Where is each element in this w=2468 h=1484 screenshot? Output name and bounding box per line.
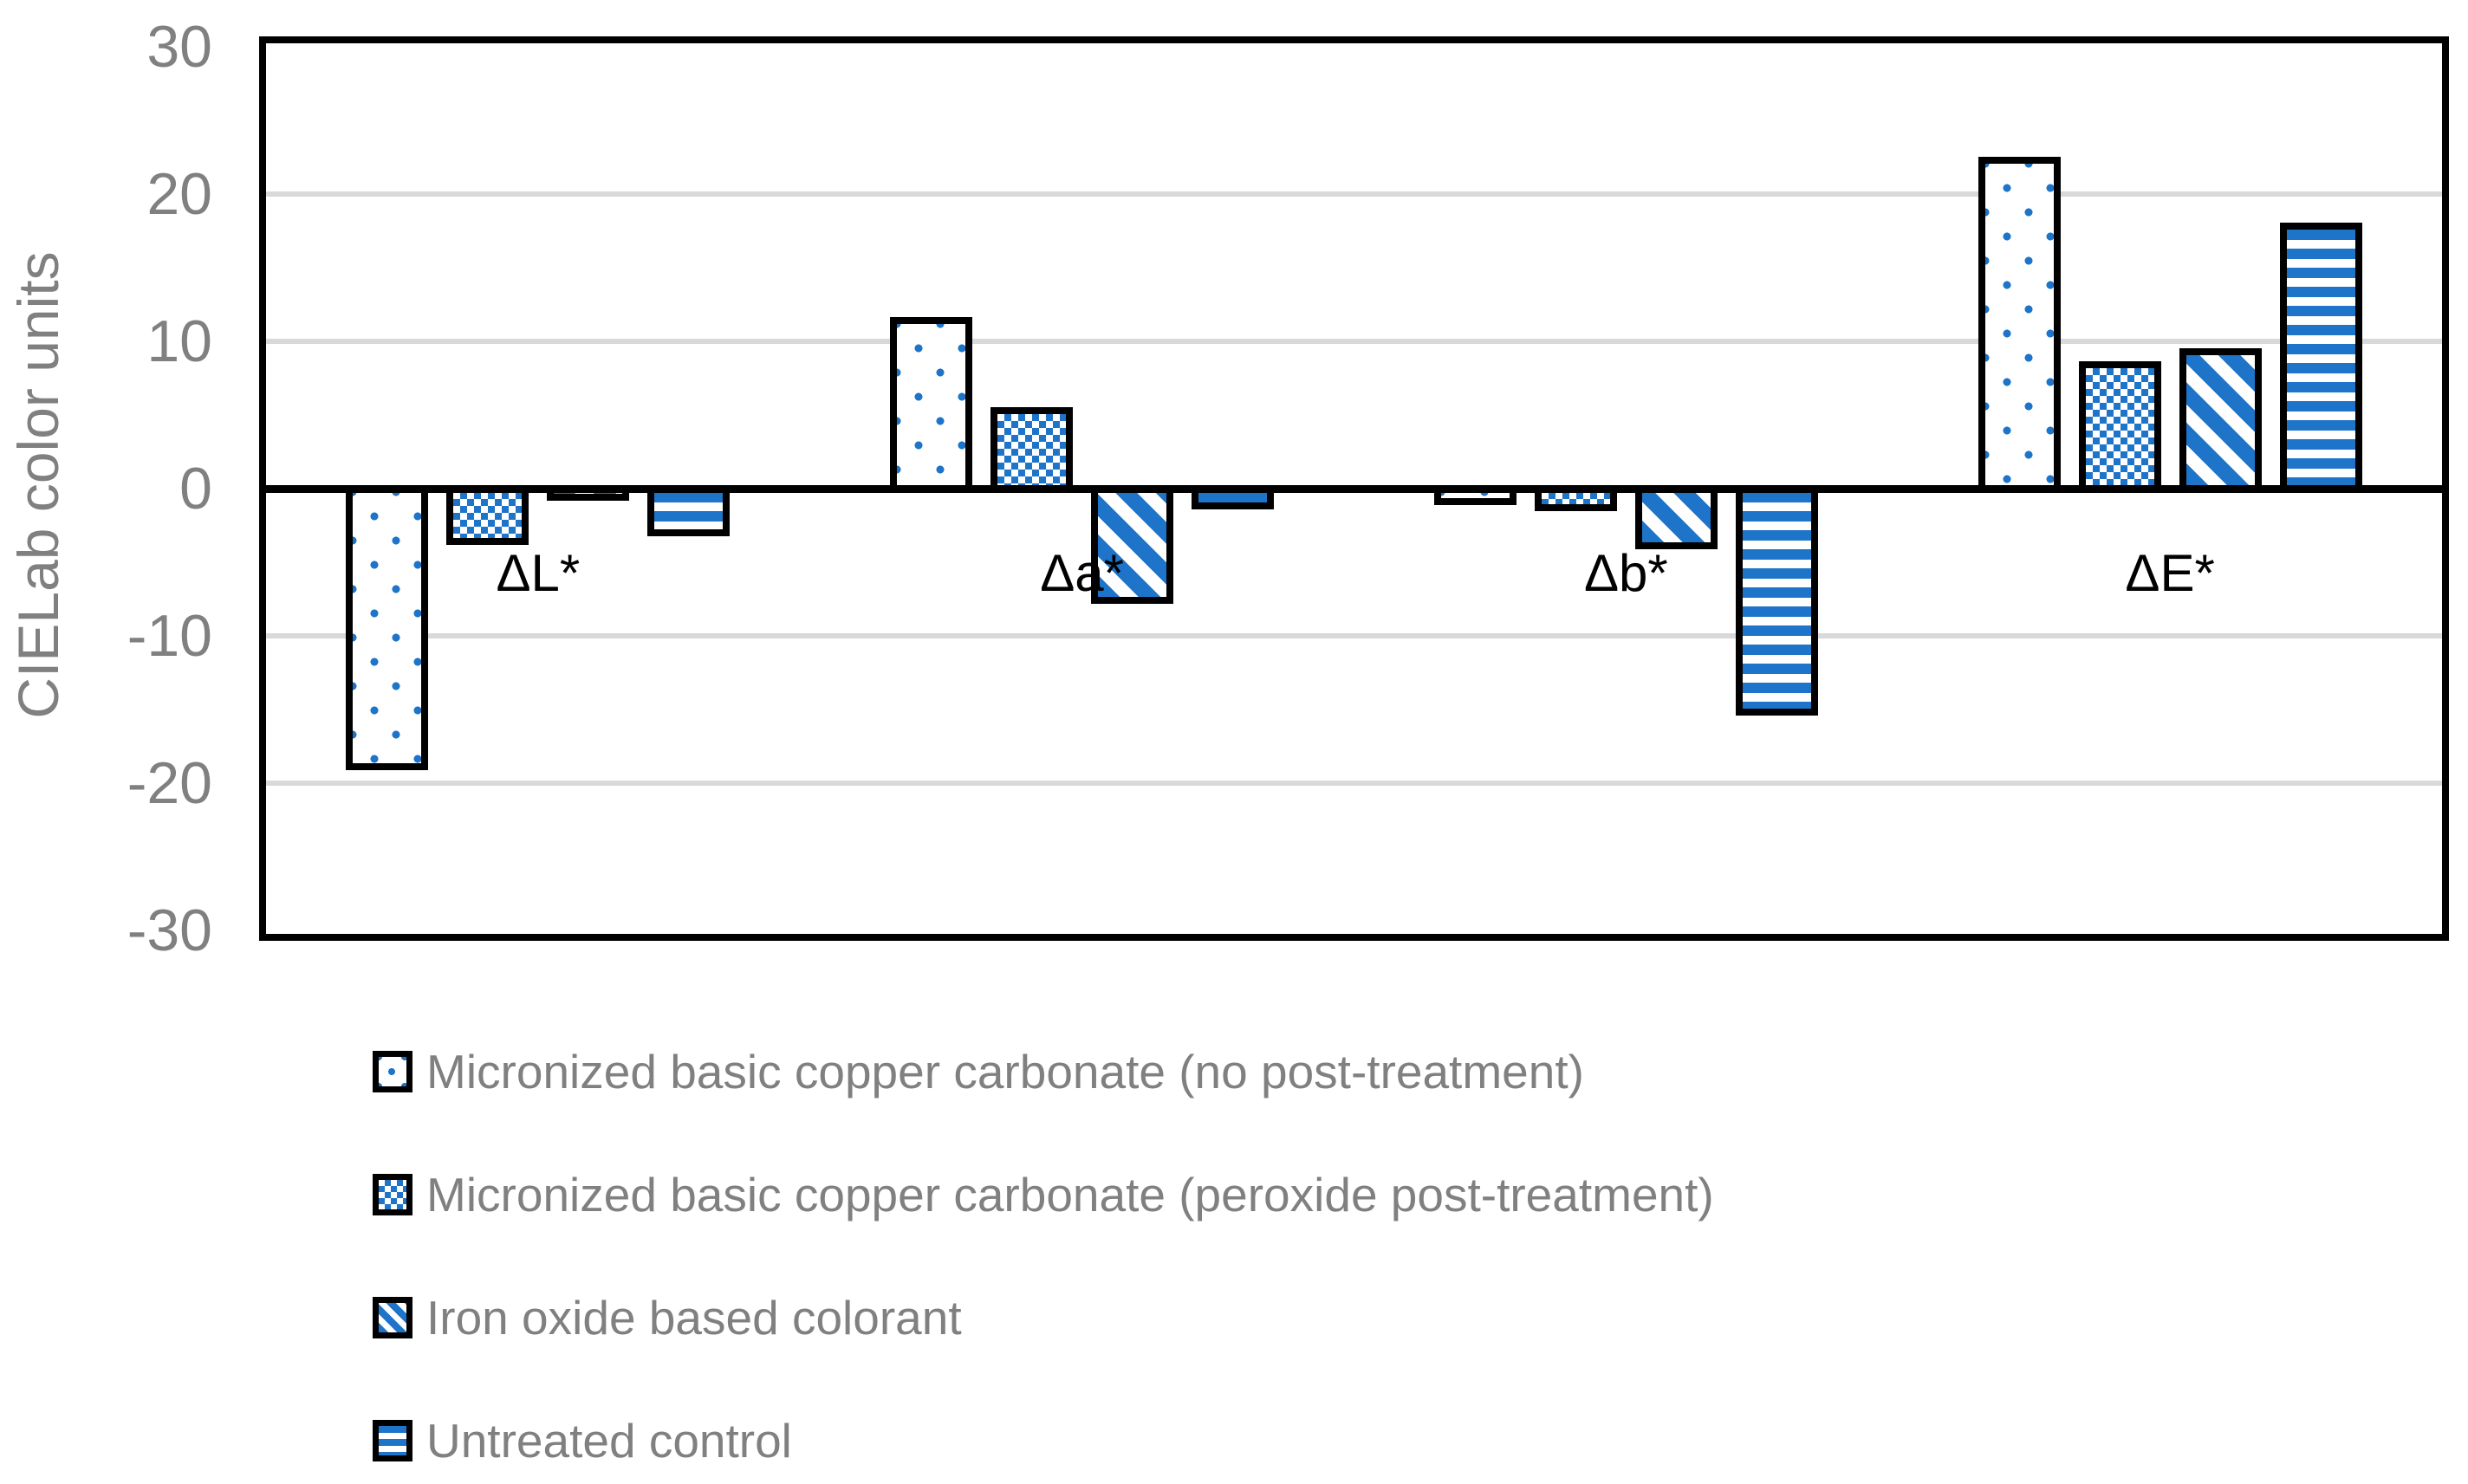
legend-item: Micronized basic copper carbonate (no po…: [373, 1030, 1584, 1113]
legend-item: Iron oxide based colorant: [373, 1276, 962, 1359]
bar-hstripe-Δb*: [1735, 485, 1818, 716]
zero-axis-line: [266, 485, 2442, 493]
legend-item: Micronized basic copper carbonate (perox…: [373, 1153, 1714, 1236]
y-tick-label: 10: [146, 308, 212, 374]
y-tick-label: -10: [127, 603, 212, 669]
bar-hstripe-ΔE*: [2279, 223, 2362, 492]
bar-diag-Δb*: [1634, 485, 1718, 550]
dots-pattern-swatch: [373, 1051, 412, 1092]
bar-diag-ΔE*: [2179, 347, 2262, 492]
legend-label: Micronized basic copper carbonate (no po…: [426, 1045, 1584, 1098]
bar-diag-Δa*: [1091, 485, 1174, 605]
category-label: Δa*: [1040, 544, 1125, 602]
plot-area: ΔL* Δa* Δb* ΔE*: [259, 36, 2449, 941]
bar-dots-Δa*: [890, 317, 973, 492]
diag-pattern-swatch: [373, 1297, 412, 1338]
y-tick-label: -20: [127, 750, 212, 816]
legend-label: Micronized basic copper carbonate (perox…: [426, 1168, 1714, 1222]
legend-label: Iron oxide based colorant: [426, 1291, 962, 1345]
category-label: ΔL*: [496, 544, 581, 602]
checker-pattern-swatch: [373, 1174, 412, 1215]
bar-dots-ΔE*: [1978, 156, 2061, 492]
hstripe-pattern-swatch: [373, 1420, 412, 1461]
gridline: [266, 339, 2442, 344]
y-tick-label: 30: [146, 14, 212, 80]
gridline: [266, 191, 2442, 197]
y-tick-label: -30: [127, 898, 212, 963]
bar-checker-Δa*: [990, 406, 1074, 492]
bar-checker-ΔE*: [2078, 361, 2161, 492]
legend-label: Untreated control: [426, 1414, 792, 1468]
legend-item: Untreated control: [373, 1399, 792, 1482]
gridline: [266, 781, 2442, 786]
bar-checker-ΔL*: [446, 485, 529, 546]
y-tick-label: 0: [179, 456, 212, 522]
category-label: ΔE*: [2125, 544, 2215, 602]
category-label: Δb*: [1583, 544, 1668, 602]
gridline: [266, 633, 2442, 638]
bar-dots-ΔL*: [346, 485, 429, 771]
y-tick-label: 20: [146, 161, 212, 227]
